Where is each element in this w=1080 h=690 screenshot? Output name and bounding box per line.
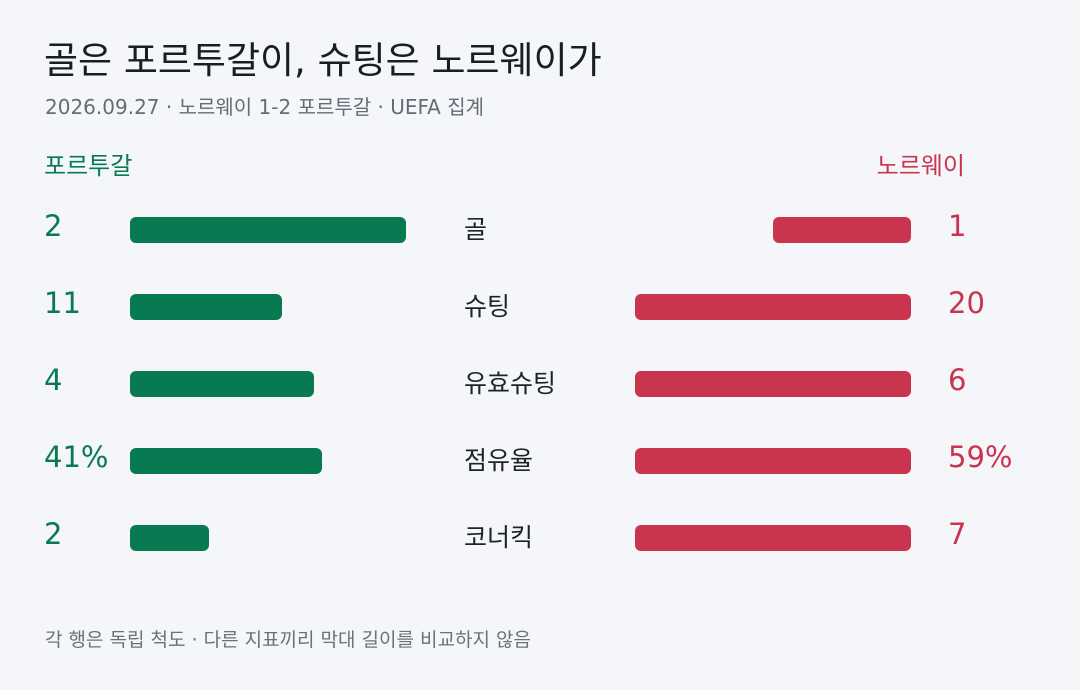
metric-label: 점유율 (464, 446, 534, 475)
bar-left (130, 525, 209, 551)
comparison-row: 11 슈팅 20 (0, 282, 1080, 332)
footnote: 각 행은 독립 척도 · 다른 지표끼리 막대 길이를 비교하지 않음 (45, 629, 531, 651)
comparison-row: 4 유효슈팅 6 (0, 359, 1080, 409)
bar-left (130, 448, 322, 474)
bar-left (130, 371, 314, 397)
chart-subtitle: 2026.09.27 · 노르웨이 1-2 포르투갈 · UEFA 집계 (45, 95, 485, 119)
metric-label: 유효슈팅 (464, 369, 557, 398)
bar-right (635, 525, 911, 551)
metric-label: 코너킥 (464, 523, 534, 552)
metric-label: 슈팅 (464, 292, 511, 321)
bar-left (130, 217, 406, 243)
comparison-row: 2 코너킥 7 (0, 513, 1080, 563)
value-label-right: 7 (948, 517, 967, 551)
value-label-left: 41% (44, 440, 109, 474)
bar-right (635, 448, 911, 474)
value-label-left: 2 (44, 209, 63, 243)
bar-right (635, 294, 911, 320)
value-label-left: 2 (44, 517, 63, 551)
team-label-left: 포르투갈 (44, 152, 133, 180)
value-label-left: 4 (44, 363, 63, 397)
chart-title: 골은 포르투갈이, 슈팅은 노르웨이가 (44, 39, 602, 82)
metric-label: 골 (464, 215, 488, 244)
bar-right (773, 217, 911, 243)
value-label-right: 20 (948, 286, 985, 320)
value-label-right: 59% (948, 440, 1013, 474)
comparison-row: 41% 점유율 59% (0, 436, 1080, 486)
value-label-left: 11 (44, 286, 81, 320)
value-label-right: 6 (948, 363, 967, 397)
value-label-right: 1 (948, 209, 967, 243)
bar-right (635, 371, 911, 397)
comparison-row: 2 골 1 (0, 205, 1080, 255)
team-label-right: 노르웨이 (876, 152, 965, 180)
bar-left (130, 294, 282, 320)
